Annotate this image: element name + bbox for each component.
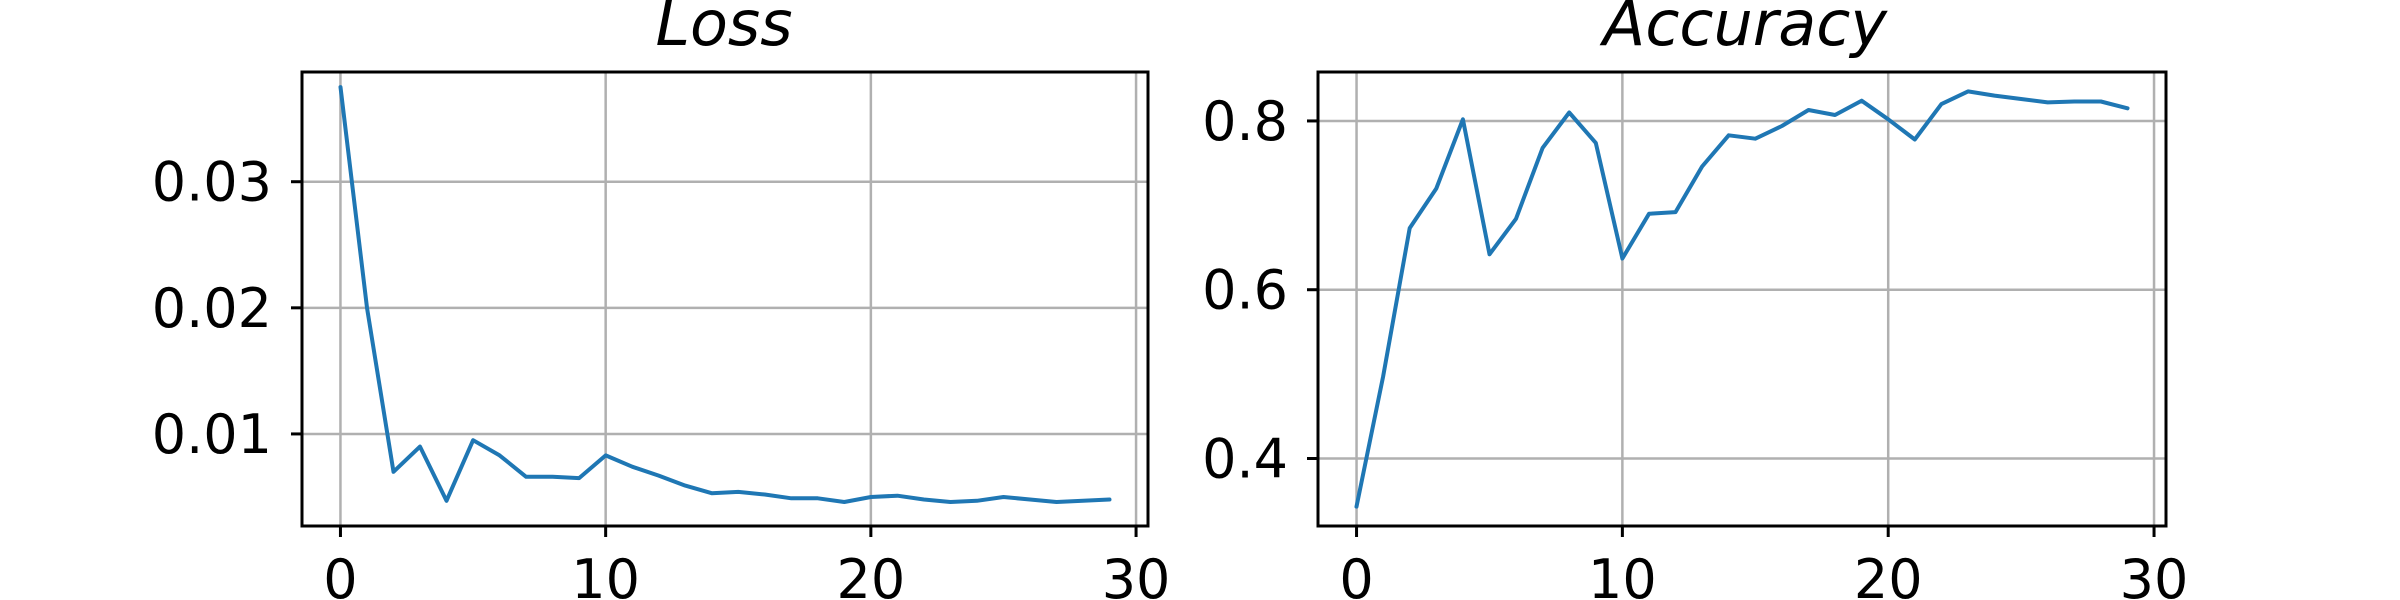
- accuracy-xtick-label-0: 0: [1339, 548, 1373, 600]
- loss-xtick-label-0: 0: [323, 548, 357, 600]
- loss-axes-frame: [300, 70, 1150, 528]
- accuracy-xtick-label-1: 10: [1588, 548, 1657, 600]
- loss-xtick-label-2: 20: [837, 548, 906, 600]
- loss-ytick-label-1: 0.02: [152, 277, 272, 340]
- loss-series-line: [338, 85, 1112, 504]
- accuracy-series-line: [1354, 89, 2130, 509]
- loss-ytick-label-0: 0.01: [152, 403, 272, 466]
- accuracy-title: Accuracy: [1599, 0, 1888, 60]
- loss-panel: Loss 0 10 20 30 0.01 0.02 0.03: [152, 0, 1171, 600]
- accuracy-xtick-label-3: 30: [2120, 548, 2189, 600]
- loss-xtick-label-3: 30: [1102, 548, 1171, 600]
- accuracy-ytick-label-1: 0.6: [1202, 259, 1288, 322]
- accuracy-xtick-label-2: 20: [1854, 548, 1923, 600]
- loss-xtick-label-1: 10: [571, 548, 640, 600]
- accuracy-axes-frame: [1316, 70, 2168, 528]
- accuracy-ytick-label-2: 0.8: [1202, 90, 1288, 153]
- loss-ytick-label-2: 0.03: [152, 151, 272, 214]
- accuracy-ytick-label-0: 0.4: [1202, 427, 1288, 490]
- loss-title: Loss: [655, 0, 792, 60]
- accuracy-panel: Accuracy 0 10 20 30 0.4 0.6 0.8: [1202, 0, 2188, 600]
